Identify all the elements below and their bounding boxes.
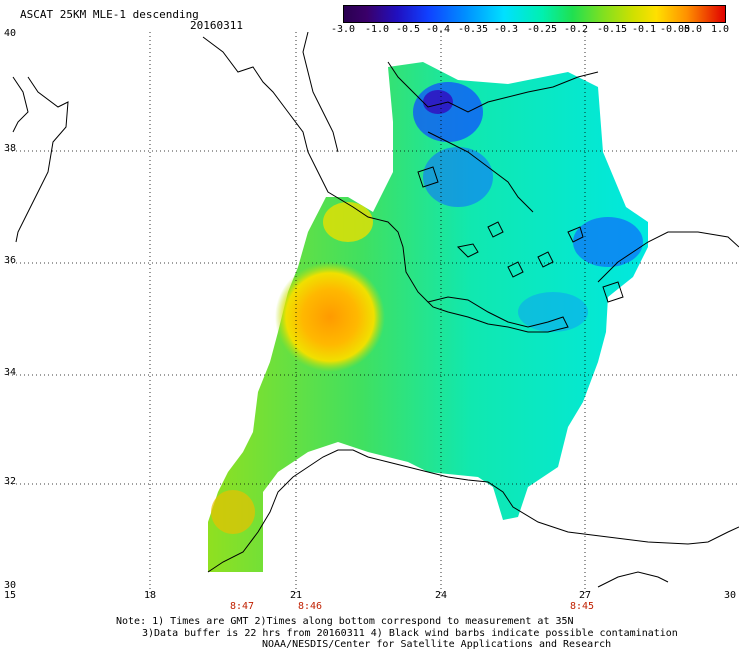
colorbar-label: -0.05 [659, 24, 691, 35]
colorbar-label: -0.4 [425, 24, 451, 35]
colorbar-label: -0.25 [526, 24, 558, 35]
pass-time-label: 8:47 [229, 601, 255, 612]
pass-time-label: 8:45 [569, 601, 595, 612]
lat-label: 30 [4, 580, 17, 591]
map-title: ASCAT 25KM MLE-1 descending [20, 8, 199, 21]
data-swath [208, 62, 648, 572]
colorbar-label: -0.1 [631, 24, 657, 35]
colorbar-label: -0.15 [596, 24, 628, 35]
colorbar-label: -0.5 [395, 24, 421, 35]
lon-label: 15 [3, 590, 17, 601]
colorbar-label: -0.2 [563, 24, 589, 35]
lat-label: 38 [4, 143, 17, 154]
coastlines [12, 32, 739, 588]
colorbar-labels: -3.0 -1.0 -0.5 -0.4 -0.35 -0.3 -0.25 -0.… [330, 24, 730, 38]
note-line-1: Note: 1) Times are GMT 2)Times along bot… [116, 616, 574, 627]
note-line-2: 3)Data buffer is 22 hrs from 20160311 4)… [142, 628, 678, 639]
colorbar [343, 5, 726, 23]
lon-label: 30 [723, 590, 737, 601]
lon-label: 27 [578, 590, 592, 601]
wind-map [8, 32, 739, 595]
lon-label: 21 [289, 590, 303, 601]
colorbar-label: -0.3 [493, 24, 519, 35]
colorbar-label: -1.0 [364, 24, 390, 35]
lat-label: 36 [4, 255, 17, 266]
colorbar-label: -0.35 [457, 24, 489, 35]
pass-time-label: 8:46 [297, 601, 323, 612]
lat-label: 32 [4, 476, 17, 487]
map-date: 20160311 [190, 19, 243, 32]
lat-label: 34 [4, 367, 17, 378]
lon-label: 18 [143, 590, 157, 601]
colorbar-label: 1.0 [710, 24, 730, 35]
note-line-3: NOAA/NESDIS/Center for Satellite Applica… [262, 639, 612, 650]
lat-label: 40 [4, 28, 17, 39]
lon-label: 24 [434, 590, 448, 601]
colorbar-label: -3.0 [330, 24, 356, 35]
colorbar-label: 0.0 [683, 24, 703, 35]
